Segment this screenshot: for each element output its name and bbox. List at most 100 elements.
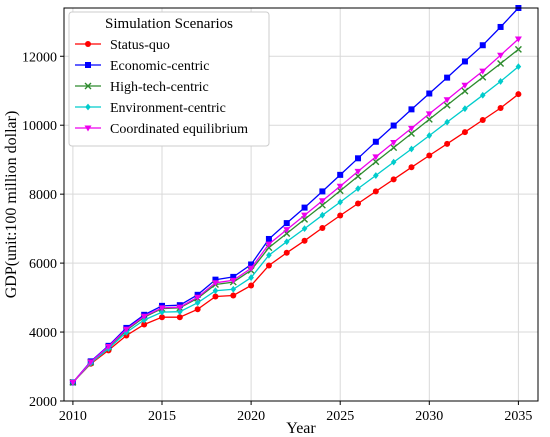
legend-label: High-tech-centric (110, 80, 209, 95)
legend-label: Economic-centric (110, 59, 210, 74)
data-point (318, 198, 326, 205)
data-point (390, 176, 397, 183)
data-point (140, 313, 148, 320)
data-point (372, 138, 379, 145)
data-point (515, 91, 522, 98)
data-point (461, 82, 469, 89)
data-point (426, 90, 433, 97)
data-point (230, 292, 237, 299)
data-point (407, 125, 415, 132)
legend-box (68, 11, 270, 147)
data-point (444, 74, 451, 81)
data-point (87, 359, 95, 366)
series-layer (69, 5, 522, 386)
legend-item: Economic-centric (75, 59, 210, 74)
legend-label: Status-quo (110, 38, 170, 53)
x-axis-title: Year (286, 420, 316, 437)
y-tick-label: 6000 (29, 257, 57, 272)
data-point (211, 280, 219, 287)
data-point (461, 87, 469, 95)
series-line-coordinated-equilibrium (72, 38, 519, 383)
data-point (212, 287, 219, 295)
series-line-environment-centric (72, 66, 519, 383)
y-tick-label: 4000 (29, 326, 57, 341)
data-point (301, 212, 309, 219)
data-point (479, 68, 487, 75)
data-point (426, 132, 433, 139)
data-point (248, 282, 255, 289)
legend-label: Coordinated equilibrium (110, 122, 248, 137)
plot-frame (63, 7, 539, 402)
data-point (248, 274, 254, 281)
series-environment-centric (70, 63, 522, 386)
data-point (122, 326, 130, 333)
data-point (337, 212, 344, 219)
series-coordinated-equilibrium (69, 36, 522, 386)
data-point (283, 238, 290, 246)
data-point (425, 111, 433, 118)
data-point (176, 304, 184, 311)
data-point (497, 23, 504, 30)
legend-item: Coordinated equilibrium (75, 122, 248, 137)
data-point (301, 237, 308, 244)
data-point (337, 198, 344, 206)
data-point (444, 118, 450, 126)
legend-item: Status-quo (75, 38, 170, 53)
data-point (444, 140, 451, 147)
data-point (141, 321, 148, 328)
data-point (355, 155, 362, 162)
data-point (194, 294, 202, 301)
legend-items: Status-quo Economic-centric High-tech-cent… (75, 38, 248, 137)
data-point (265, 235, 272, 242)
data-point (247, 265, 255, 272)
legend-label: Environment-centric (110, 101, 226, 116)
data-point (319, 211, 326, 219)
data-point (158, 305, 166, 312)
x-tick-label: 2035 (504, 409, 532, 424)
data-point (426, 152, 433, 159)
data-point (283, 227, 291, 234)
data-point (443, 101, 451, 109)
legend-item: High-tech-centric (75, 80, 209, 95)
data-point (462, 105, 468, 113)
data-point (443, 97, 451, 104)
data-point (373, 172, 379, 179)
y-tick-label: 10000 (22, 119, 57, 134)
data-point (301, 225, 308, 233)
axes: 2010 2015 2020 2025 2030 2035 2000 4000 6000 8000… (22, 50, 532, 424)
data-point (515, 63, 522, 71)
legend: Simulation Scenarios Status-quo Economic-… (68, 11, 270, 147)
data-point (355, 185, 361, 193)
data-point (212, 293, 219, 300)
data-point (301, 204, 308, 211)
data-point (497, 60, 505, 67)
data-point (283, 220, 290, 227)
data-point (177, 308, 183, 316)
legend-item: Environment-centric (75, 101, 226, 116)
y-tick-label: 8000 (29, 188, 57, 203)
y-tick-label: 2000 (29, 395, 57, 410)
data-point (355, 200, 362, 207)
data-point (514, 36, 522, 43)
data-point (336, 187, 344, 195)
data-point (479, 117, 486, 124)
legend-marker (84, 82, 92, 90)
data-point (265, 262, 272, 269)
legend-title: Simulation Scenarios (105, 16, 233, 32)
data-point (354, 168, 362, 175)
data-point (390, 122, 397, 129)
data-point (141, 316, 147, 324)
data-point (265, 241, 273, 248)
data-point (337, 171, 344, 178)
data-point (407, 129, 415, 137)
y-tick-label: 12000 (22, 50, 57, 65)
data-point (479, 73, 487, 81)
x-tick-label: 2010 (59, 409, 87, 424)
data-point (229, 277, 237, 284)
data-point (514, 45, 522, 53)
legend-marker (85, 103, 91, 111)
data-point (390, 144, 398, 152)
data-point (408, 106, 415, 113)
